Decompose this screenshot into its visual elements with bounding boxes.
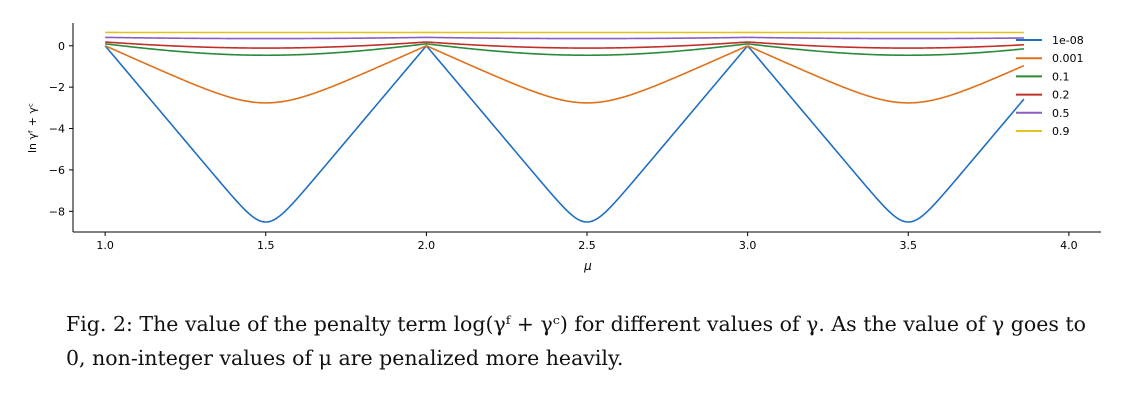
legend-label: 0.9 (1052, 125, 1070, 138)
x-axis-label: μ (583, 259, 592, 273)
x-tick-label: 1.0 (96, 239, 114, 252)
x-tick-label: 4.0 (1060, 239, 1078, 252)
legend-label: 0.2 (1052, 89, 1070, 102)
series-line-1e-08 (104, 45, 1025, 223)
series-line-0.1 (105, 42, 1024, 57)
y-tick-label: −2 (49, 81, 65, 94)
legend-label: 1e-08 (1052, 34, 1084, 47)
y-tick-label: −8 (49, 205, 65, 218)
x-tick-label: 2.0 (418, 239, 436, 252)
x-tick-label: 3.0 (739, 239, 757, 252)
legend-label: 0.5 (1052, 107, 1070, 120)
legend-label: 0.001 (1052, 52, 1084, 65)
x-tick-label: 3.5 (900, 239, 918, 252)
penalty-chart: 1.0 1.5 2.0 2.5 3.0 3.5 4.0 0 −2 −4 −6 −8 1e-08 0.00… (26, 23, 1101, 273)
y-tick-label: −6 (49, 164, 65, 177)
y-tick-label: 0 (58, 40, 65, 53)
legend: 1e-08 0.001 0.1 0.2 0.5 0.9 (1016, 34, 1084, 138)
axes: 1.0 1.5 2.0 2.5 3.0 3.5 4.0 0 −2 −4 −6 −8 (49, 23, 1101, 252)
series-line-0.2 (105, 41, 1024, 49)
y-axis-label: ln γᶠ + γᶜ (26, 103, 39, 153)
legend-label: 0.1 (1052, 70, 1070, 83)
figure-caption: Fig. 2: The value of the penalty term lo… (66, 312, 1086, 370)
series-line-0.001 (104, 45, 1025, 104)
y-tick-label: −4 (49, 123, 65, 136)
series-line-0.5 (105, 36, 1024, 40)
x-tick-label: 2.5 (578, 239, 596, 252)
x-tick-label: 1.5 (257, 239, 275, 252)
series-group (104, 31, 1025, 223)
